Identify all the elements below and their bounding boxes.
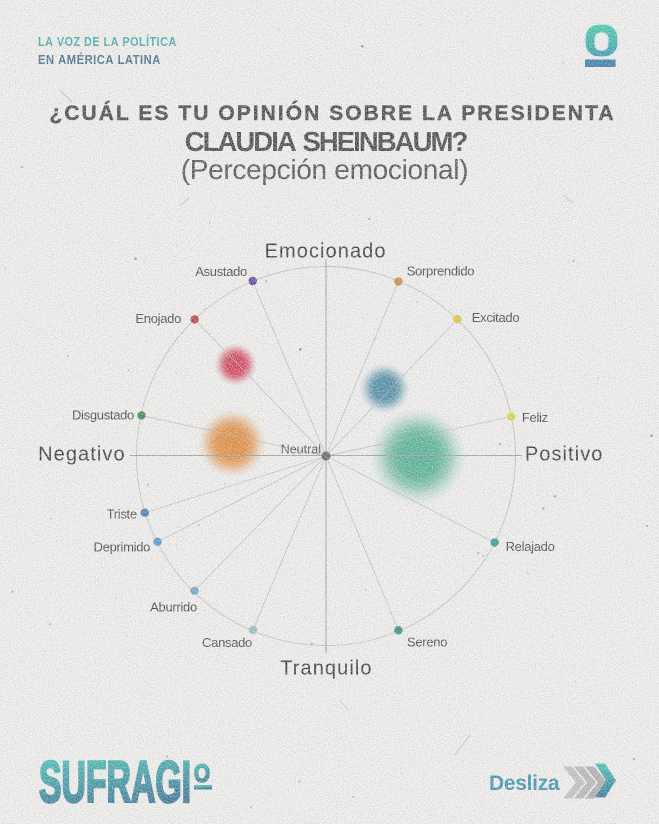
svg-text:Sereno: Sereno <box>407 635 447 650</box>
svg-text:O: O <box>194 760 210 788</box>
svg-text:Positivo: Positivo <box>525 443 604 465</box>
svg-text:Sorprendido: Sorprendido <box>407 264 475 279</box>
svg-text:Cansado: Cansado <box>202 635 252 650</box>
svg-text:Excitado: Excitado <box>472 310 520 325</box>
svg-text:Asustado: Asustado <box>195 264 247 279</box>
svg-text:Deprimido: Deprimido <box>94 540 151 555</box>
svg-text:Aburrido: Aburrido <box>150 600 197 615</box>
svg-text:Enojado: Enojado <box>135 311 181 326</box>
svg-text:Triste: Triste <box>107 507 137 522</box>
svg-text:Relajado: Relajado <box>506 539 555 554</box>
svg-text:Neutral: Neutral <box>281 443 321 457</box>
svg-text:Negativo: Negativo <box>38 443 126 465</box>
svg-text:Disgustado: Disgustado <box>72 408 134 423</box>
svg-text:Tranquilo: Tranquilo <box>280 658 372 680</box>
svg-text:Feliz: Feliz <box>522 410 548 425</box>
svg-text:Emocionado: Emocionado <box>265 240 387 262</box>
svg-text:SUFRAGI: SUFRAGI <box>39 758 191 808</box>
